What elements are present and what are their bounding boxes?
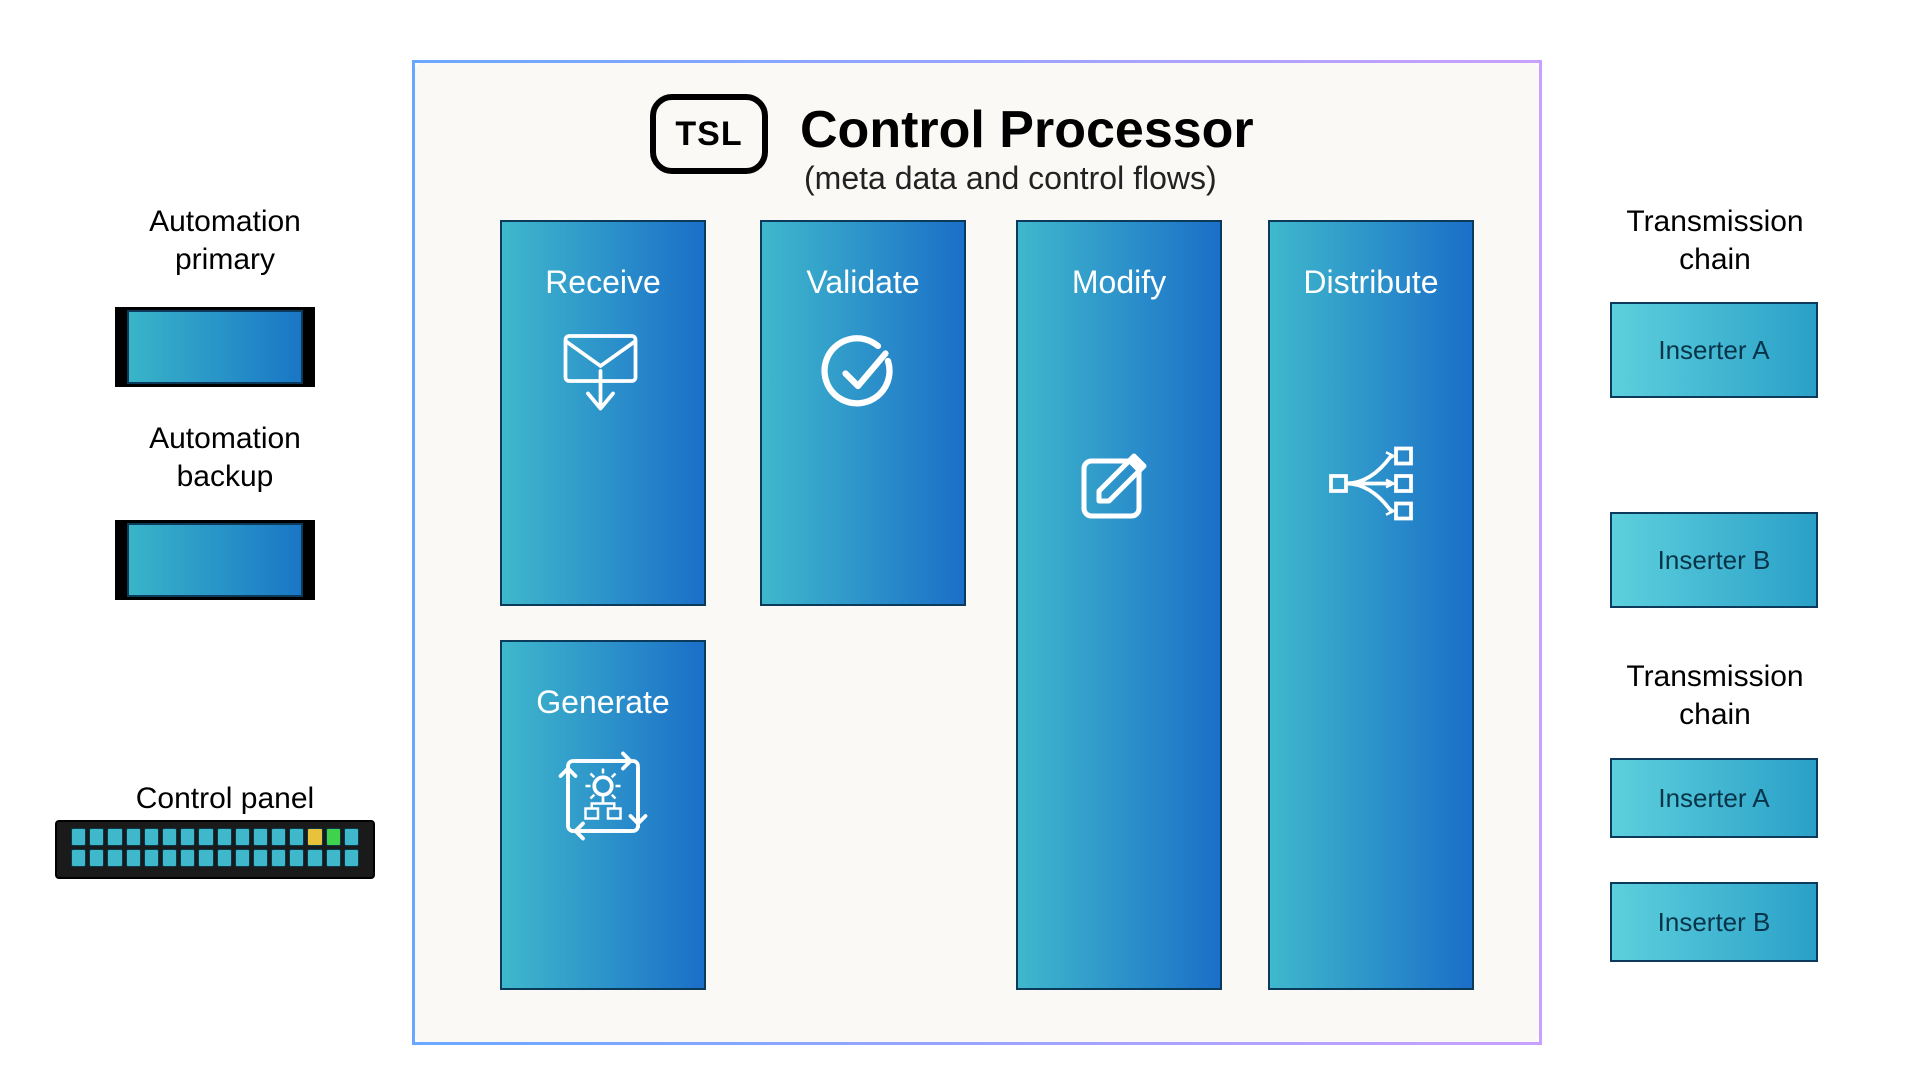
panel-button <box>344 849 359 867</box>
device-screen <box>127 523 303 597</box>
automation-backup-device <box>115 520 315 600</box>
panel-button <box>162 828 177 846</box>
edit-note-icon <box>1018 441 1220 531</box>
inserter-box: Inserter B <box>1610 882 1818 962</box>
panel-button <box>326 828 341 846</box>
column-label: Receive <box>502 264 704 301</box>
processor-subtitle: (meta data and control flows) <box>804 160 1217 197</box>
panel-button <box>289 828 304 846</box>
processor-column-receive: Receive <box>500 220 706 606</box>
check-circle-icon <box>762 331 964 421</box>
column-label: Modify <box>1018 264 1220 301</box>
column-label: Validate <box>762 264 964 301</box>
automation-primary-label: Automationprimary <box>115 203 335 278</box>
panel-button <box>180 849 195 867</box>
panel-button <box>162 849 177 867</box>
fanout-icon <box>1270 441 1472 531</box>
panel-button <box>71 849 86 867</box>
panel-button <box>235 828 250 846</box>
envelope-down-icon <box>502 331 704 421</box>
processor-column-generate: Generate <box>500 640 706 990</box>
panel-button <box>89 849 104 867</box>
processor-column-distribute: Distribute <box>1268 220 1474 990</box>
panel-button <box>253 828 268 846</box>
panel-button <box>107 849 122 867</box>
panel-button <box>89 828 104 846</box>
inserter-box: Inserter B <box>1610 512 1818 608</box>
panel-button <box>217 828 232 846</box>
processor-column-validate: Validate <box>760 220 966 606</box>
column-label: Generate <box>502 684 704 721</box>
control-panel-label: Control panel <box>95 780 355 818</box>
automation-primary-device <box>115 307 315 387</box>
panel-button <box>253 849 268 867</box>
panel-button <box>326 849 341 867</box>
panel-button <box>126 828 141 846</box>
panel-button <box>180 828 195 846</box>
panel-button <box>307 828 322 846</box>
panel-button <box>271 828 286 846</box>
panel-button <box>307 849 322 867</box>
panel-button <box>144 849 159 867</box>
panel-button <box>271 849 286 867</box>
inserter-box: Inserter A <box>1610 758 1818 838</box>
panel-row <box>71 849 359 867</box>
panel-row <box>71 828 359 846</box>
panel-button <box>126 849 141 867</box>
panel-button <box>235 849 250 867</box>
panel-button <box>217 849 232 867</box>
transmission-chain-label: Transmissionchain <box>1610 658 1820 733</box>
gear-cycle-icon <box>502 751 704 841</box>
panel-button <box>198 849 213 867</box>
panel-button <box>289 849 304 867</box>
device-screen <box>127 310 303 384</box>
processor-column-modify: Modify <box>1016 220 1222 990</box>
inserter-box: Inserter A <box>1610 302 1818 398</box>
panel-button <box>71 828 86 846</box>
control-panel-device <box>55 820 375 879</box>
panel-button <box>107 828 122 846</box>
transmission-chain-label: Transmissionchain <box>1610 203 1820 278</box>
column-label: Distribute <box>1270 264 1472 301</box>
panel-button <box>144 828 159 846</box>
automation-backup-label: Automationbackup <box>115 420 335 495</box>
processor-title: Control Processor <box>800 100 1254 160</box>
panel-button <box>344 828 359 846</box>
tsl-logo: TSL <box>650 94 768 174</box>
panel-button <box>198 828 213 846</box>
